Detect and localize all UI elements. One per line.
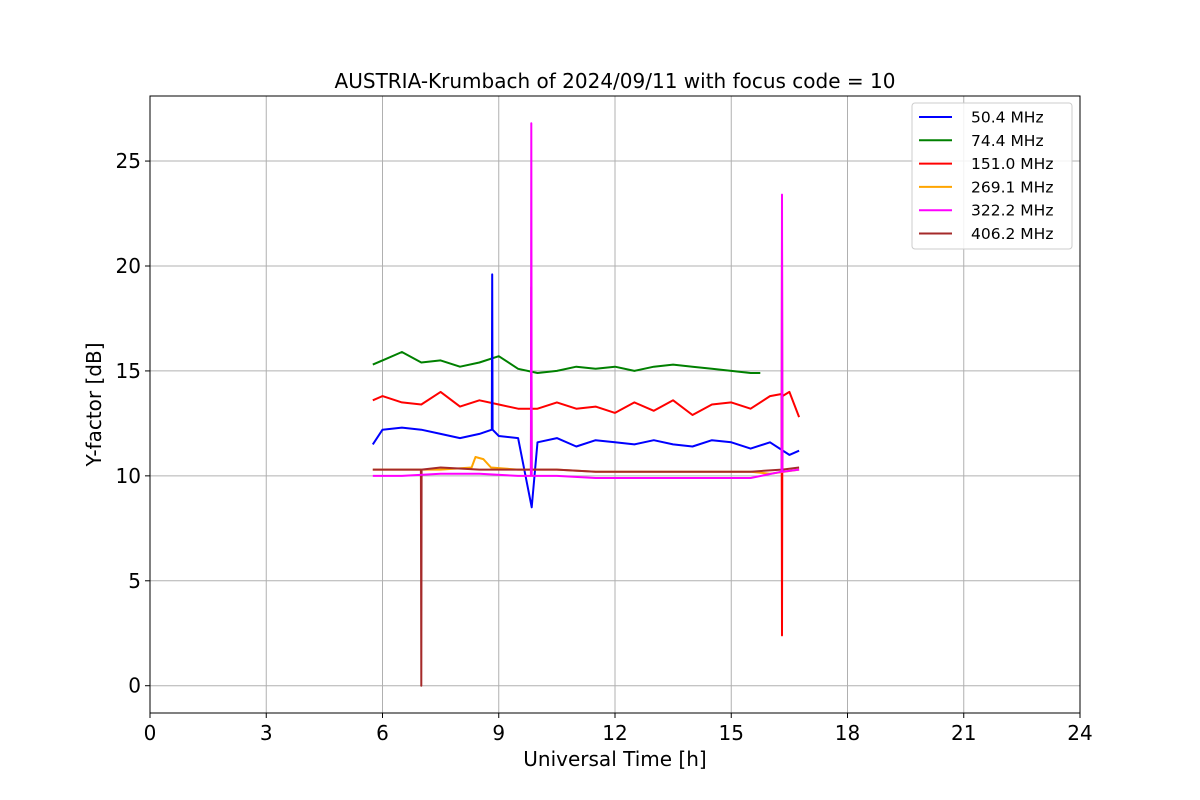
- series-line-4: [372, 122, 800, 479]
- y-tick-label: 0: [128, 674, 141, 698]
- x-tick-label: 6: [376, 721, 389, 745]
- x-tick-label: 24: [1067, 721, 1092, 745]
- y-tick-label: 5: [128, 569, 141, 593]
- y-tick-label: 25: [116, 149, 141, 173]
- legend-label: 322.2 MHz: [971, 202, 1053, 220]
- series-line-1: [372, 351, 761, 374]
- y-tick-label: 15: [116, 359, 141, 383]
- legend: 50.4 MHz 74.4 MHz 151.0 MHz 269.1 MHz 322.2…: [911, 102, 1073, 250]
- x-tick-label: 18: [835, 721, 860, 745]
- grid-lines: [149, 96, 1081, 713]
- y-axis-label: Y-factor [dB]: [82, 342, 106, 467]
- legend-label: 50.4 MHz: [971, 109, 1044, 127]
- x-tick-label: 3: [260, 721, 273, 745]
- series-line-2: [372, 390, 801, 637]
- x-tick-label: 9: [492, 721, 505, 745]
- legend-label: 74.4 MHz: [971, 132, 1044, 150]
- x-axis-label: Universal Time [h]: [523, 747, 706, 771]
- x-tick-label: 15: [719, 721, 744, 745]
- legend-label: 269.1 MHz: [971, 178, 1053, 196]
- x-tick-label: 21: [951, 721, 976, 745]
- legend-label: 406.2 MHz: [971, 225, 1053, 243]
- chart-title: AUSTRIA-Krumbach of 2024/09/11 with focu…: [335, 69, 896, 93]
- x-tick-label: 0: [144, 721, 157, 745]
- plot-series: [371, 122, 801, 687]
- series-line-5: [372, 237, 800, 687]
- legend-label: 151.0 MHz: [971, 155, 1053, 173]
- y-tick-label: 10: [116, 464, 141, 488]
- series-line-0: [371, 273, 800, 509]
- axis-ticks: 0 3 6 9 12 15 18 21 24 0 5 10 15 20 25: [116, 149, 1093, 745]
- y-tick-label: 20: [116, 254, 141, 278]
- x-tick-label: 12: [602, 721, 627, 745]
